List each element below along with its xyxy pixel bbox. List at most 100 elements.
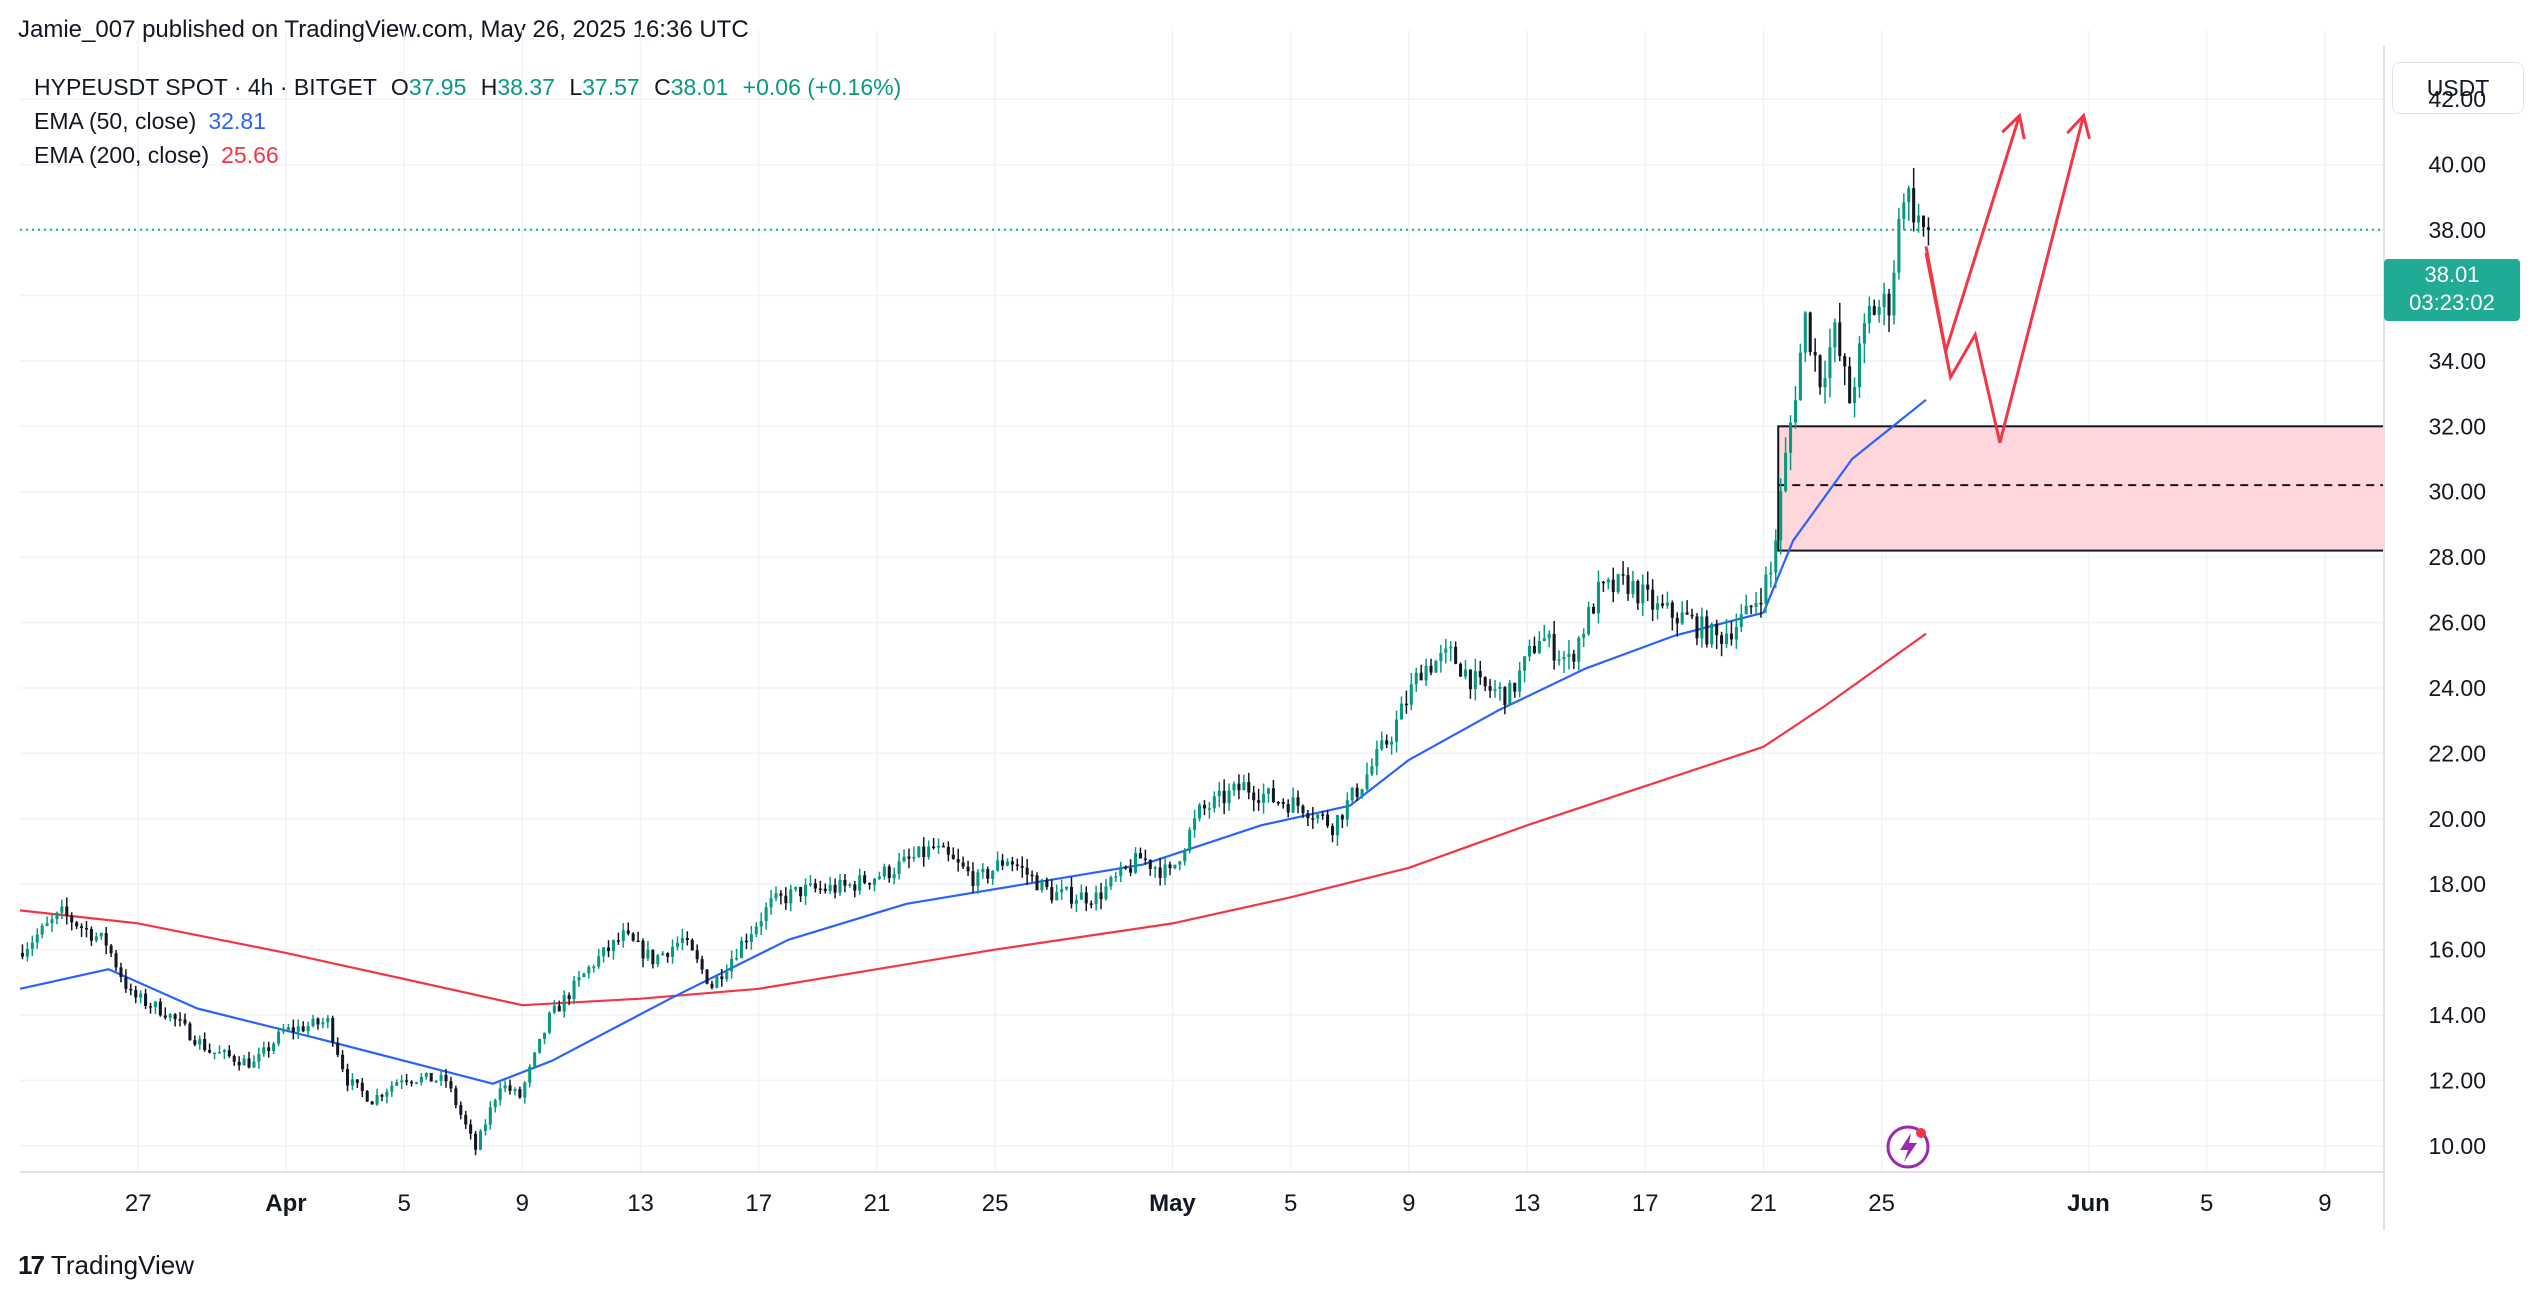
candle [124,969,128,993]
candle-body [1138,853,1142,859]
symbol-title[interactable]: HYPEUSDT SPOT · 4h · BITGET [34,74,377,100]
candle-body [1695,616,1699,639]
candle [89,926,93,946]
candle [331,1015,335,1047]
candle [858,868,862,895]
candle [813,878,817,893]
candle-body [1518,670,1522,692]
candle [897,852,901,880]
open-value: 37.95 [408,74,467,100]
candle-body [582,973,586,978]
candle [1552,620,1556,670]
candle [1596,570,1600,624]
candle-body [1124,866,1128,869]
candle-body [1631,580,1635,594]
candle [907,848,911,869]
ema50-row[interactable]: EMA (50, close) 32.81 [34,104,901,138]
candle [262,1041,266,1057]
candle-body [1468,669,1472,690]
candle-body [414,1082,418,1084]
candle-body [1803,312,1807,353]
candle [316,1017,320,1030]
candle-body [1365,774,1369,790]
candle [1252,785,1256,812]
candle-body [631,933,635,941]
tradingview-logo[interactable]: 17 TradingView [18,1250,194,1281]
candle [1926,217,1930,246]
candle [247,1051,251,1069]
candle-body [257,1053,261,1062]
candle [464,1110,468,1129]
candle [252,1055,256,1068]
candle [1503,686,1507,715]
candle-body [1227,790,1231,804]
candle [1651,579,1655,622]
candle [996,851,1000,872]
candle-body [518,1089,522,1098]
candle-body [129,988,133,991]
candle [1148,859,1152,876]
candle [1473,658,1477,701]
candle [799,886,803,903]
candle-body [262,1047,266,1054]
candle [774,886,778,902]
candle-body [808,883,812,885]
projection-arrows [1924,112,2091,444]
candle-body [1636,580,1640,604]
lightning-icon[interactable] [1886,1125,1930,1169]
candle-body [444,1074,448,1082]
candle-body [1651,589,1655,610]
candle-body [1153,867,1157,869]
candle-body [1926,227,1930,230]
candle-body [1921,215,1926,228]
candle-body [661,953,665,956]
candle [405,1074,409,1086]
ema200-row[interactable]: EMA (200, close) 25.66 [34,138,901,172]
candle [671,939,675,964]
candle [1665,591,1669,609]
candle [1567,640,1571,670]
candle [444,1069,448,1088]
candle [345,1063,350,1092]
y-tick-label: 10.00 [2428,1133,2486,1159]
candle-body [198,1039,202,1045]
candle-body [1439,652,1443,662]
candle-body [203,1039,207,1051]
publisher-caption: Jamie_007 published on TradingView.com, … [18,16,749,43]
candle [602,946,606,963]
candle-body [360,1082,364,1092]
candle-body [936,845,941,848]
candle [833,878,837,899]
candle [1010,856,1014,872]
candle [1606,577,1610,590]
candle-body [700,959,704,970]
candle-body [1705,616,1709,645]
candle [1188,827,1192,854]
candle-body [213,1052,217,1055]
candle-body [1296,797,1300,806]
candle-body [996,860,1000,871]
x-tick-label: 21 [864,1190,891,1217]
candle-body [1454,646,1458,664]
candle [1227,783,1231,811]
candle [552,1000,556,1015]
candle-body [1641,584,1645,604]
candle [488,1101,492,1130]
candle-body [1729,633,1733,640]
candle-body [1178,861,1182,865]
candle [592,964,596,973]
candle-body [789,889,793,904]
currency-unit-button[interactable]: USDT [2392,62,2524,114]
candle-body [1720,635,1724,644]
candle-body [572,980,576,1000]
candle [474,1130,478,1156]
candle [439,1069,443,1087]
candle [119,962,123,983]
candle [946,841,950,862]
candle-body [1370,766,1374,775]
candle [739,936,744,959]
candle [1370,758,1374,776]
candle [203,1032,207,1052]
candle [607,940,611,958]
